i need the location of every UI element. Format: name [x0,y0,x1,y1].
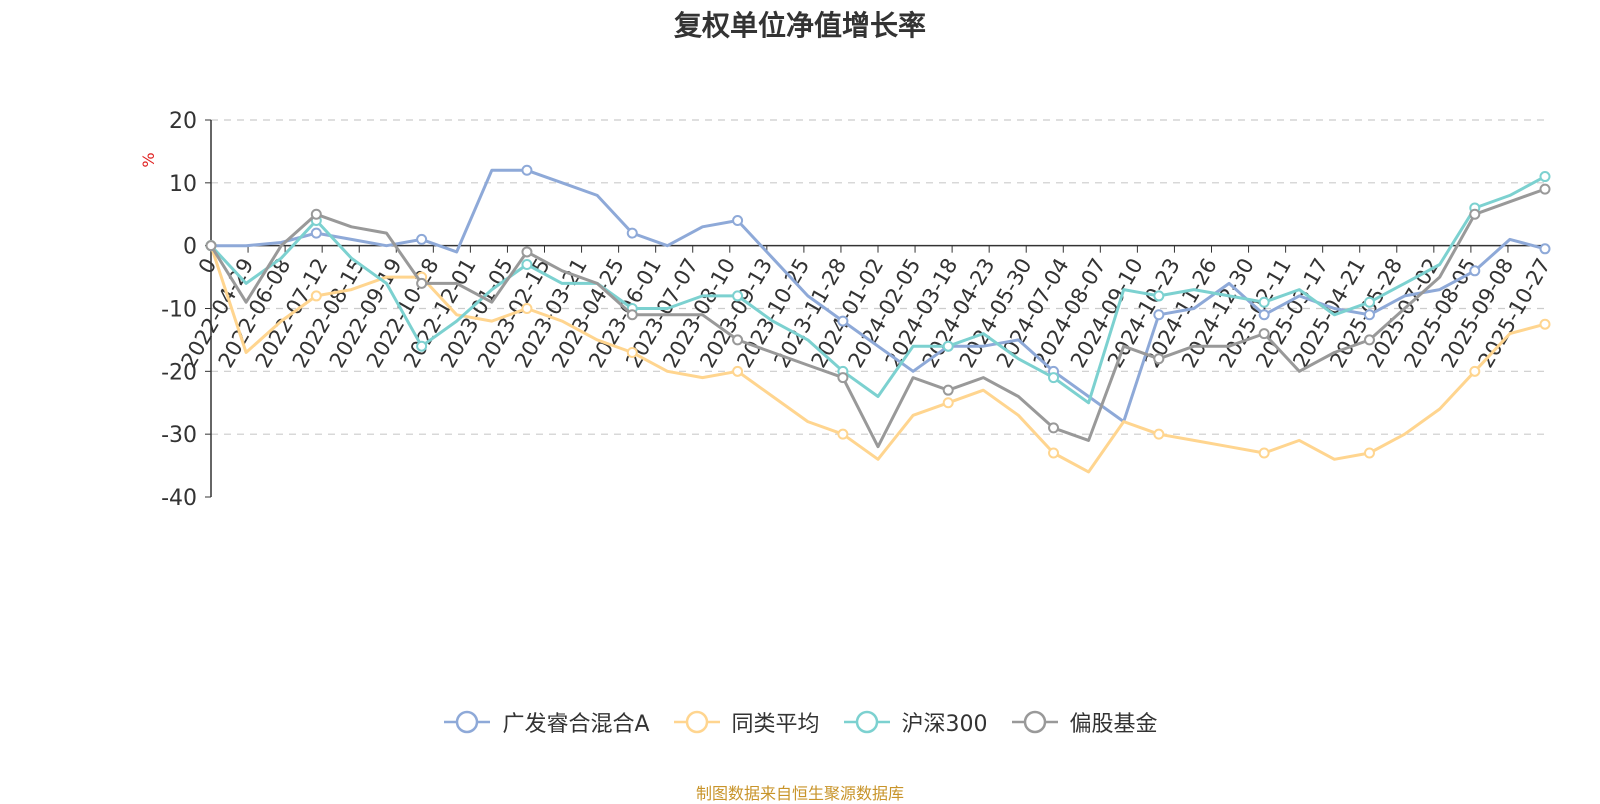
data-point [1539,318,1551,330]
data-point [521,246,533,258]
data-point [1258,309,1270,321]
legend-label: 同类平均 [731,712,820,737]
data-point [1048,422,1060,434]
data-point [416,277,428,289]
data-point [1153,290,1165,302]
data-point [837,315,849,327]
data-point [1258,447,1270,459]
data-point [1363,309,1375,321]
data-point [1539,243,1551,255]
y-tick-label: -40 [161,486,197,511]
data-point [732,334,744,346]
legend-swatch-icon [444,710,491,734]
data-point [942,397,954,409]
y-tick-label: -20 [161,360,197,385]
series-line [209,245,1546,474]
data-point [1469,208,1481,220]
data-point [310,290,322,302]
legend-item[interactable]: 广发睿合混合A [442,706,650,738]
legend-item[interactable]: 沪深300 [842,706,988,738]
data-point [205,240,217,252]
data-point [1153,309,1165,321]
y-axis-unit-label: % [139,152,158,167]
data-point [626,309,638,321]
data-point [732,215,744,227]
y-tick-label: -30 [161,423,197,448]
legend-swatch-icon [1011,710,1058,734]
data-point [521,303,533,314]
data-point [732,290,744,302]
data-point [837,372,849,384]
data-point [1363,296,1375,308]
data-point [1539,171,1551,183]
chart-title: 复权单位净值增长率 [673,9,926,42]
data-point [310,208,322,220]
data-point [837,428,849,440]
y-tick-label: 0 [183,235,197,260]
chart-legend: 广发睿合混合A 同类平均 沪深300 偏股基金 [0,706,1600,738]
data-point [1153,428,1165,440]
data-point [1363,334,1375,346]
data-point [1153,353,1165,365]
data-point [1258,328,1270,340]
data-point [1048,447,1060,459]
data-point [521,164,533,176]
data-point [1469,365,1481,377]
y-tick-label: 10 [169,172,197,197]
legend-item[interactable]: 偏股基金 [1010,706,1158,738]
data-point [310,227,322,239]
series-layer [205,164,1551,474]
data-point [1469,265,1481,277]
legend-label: 偏股基金 [1069,712,1158,737]
data-point [942,384,954,396]
data-point [1363,447,1375,459]
data-point [1258,296,1270,308]
data-point [1048,372,1060,384]
legend-item[interactable]: 同类平均 [672,706,820,738]
series-line [211,168,1546,424]
data-point [942,340,954,352]
series-line [209,175,1546,405]
data-point [732,365,744,377]
grid-layer [211,119,1545,435]
legend-label: 沪深300 [901,712,988,737]
series-line [209,187,1546,449]
legend-swatch-icon [843,710,890,734]
data-point [626,346,638,358]
data-point [521,259,533,271]
data-point [1539,183,1551,195]
data-point [626,227,638,239]
y-tick-label: 20 [169,109,197,134]
y-tick-label: -10 [161,298,197,323]
legend-label: 广发睿合混合A [502,712,650,737]
data-source-note: 制图数据来自恒生聚源数据库 [695,784,904,803]
data-point [416,233,428,245]
data-point [416,340,428,352]
legend-swatch-icon [673,710,720,734]
